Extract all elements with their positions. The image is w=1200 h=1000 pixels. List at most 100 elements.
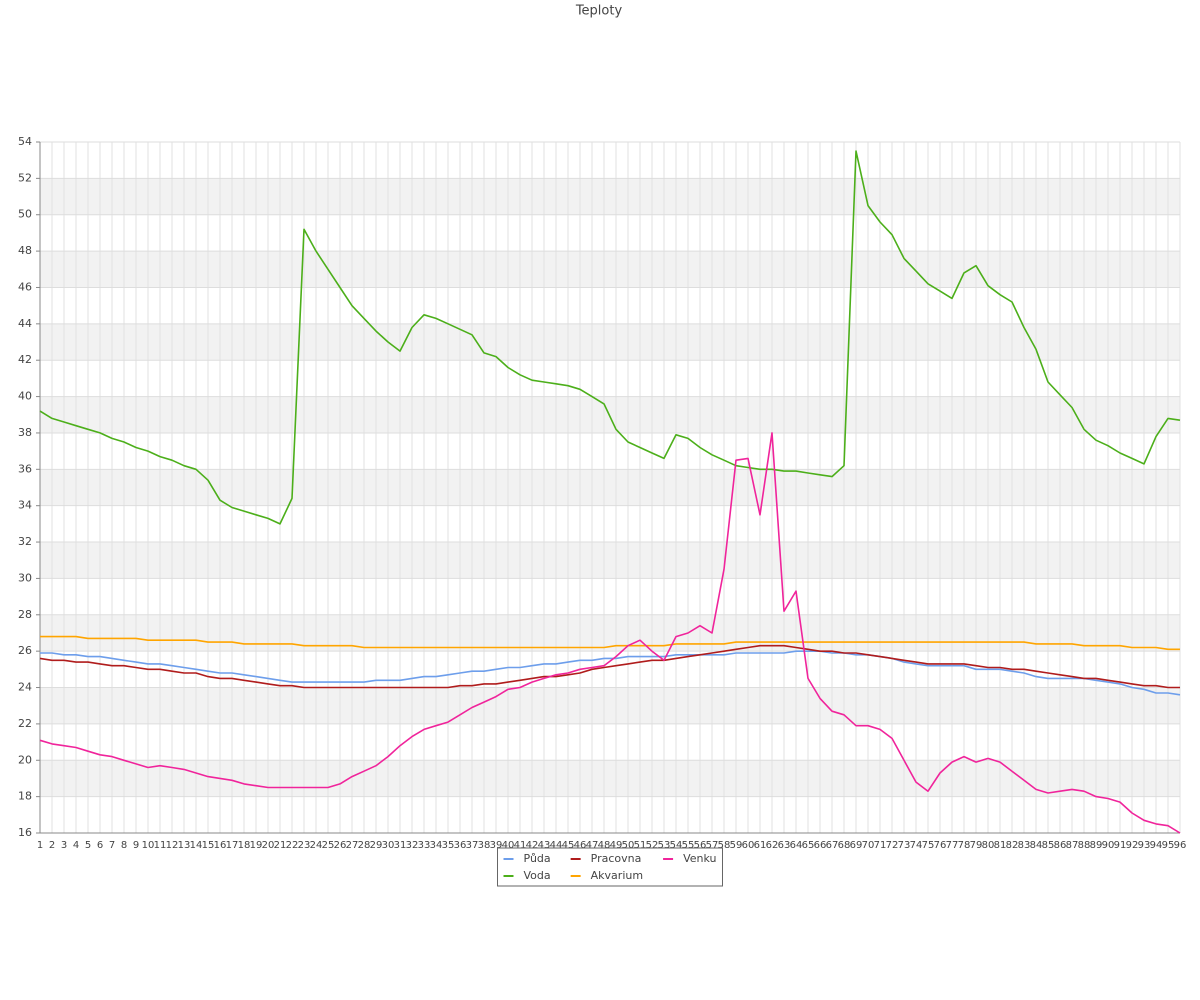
x-tick-label: 90 bbox=[1102, 840, 1115, 851]
x-tick-label: 8 bbox=[121, 840, 127, 851]
x-tick-label: 43 bbox=[538, 840, 551, 851]
y-tick-label: 28 bbox=[18, 608, 32, 621]
x-tick-label: 13 bbox=[178, 840, 191, 851]
legend-label: Pracovna bbox=[591, 852, 642, 865]
x-tick-label: 5 bbox=[85, 840, 91, 851]
x-tick-label: 57 bbox=[706, 840, 719, 851]
legend-label: Venku bbox=[683, 852, 716, 865]
x-tick-label: 6 bbox=[97, 840, 103, 851]
x-tick-label: 52 bbox=[646, 840, 659, 851]
x-tick-label: 32 bbox=[406, 840, 419, 851]
x-tick-label: 49 bbox=[610, 840, 623, 851]
x-tick-label: 14 bbox=[190, 840, 203, 851]
y-tick-label: 50 bbox=[18, 208, 32, 221]
x-tick-label: 40 bbox=[502, 840, 515, 851]
grid-band bbox=[40, 542, 1180, 579]
x-tick-label: 77 bbox=[946, 840, 959, 851]
x-tick-label: 42 bbox=[526, 840, 539, 851]
x-tick-label: 4 bbox=[73, 840, 79, 851]
y-tick-label: 26 bbox=[18, 644, 32, 657]
x-tick-label: 37 bbox=[466, 840, 479, 851]
x-tick-label: 58 bbox=[718, 840, 731, 851]
x-tick-label: 95 bbox=[1162, 840, 1175, 851]
y-tick-label: 16 bbox=[18, 826, 32, 839]
x-tick-label: 51 bbox=[634, 840, 647, 851]
x-tick-label: 86 bbox=[1054, 840, 1067, 851]
x-tick-label: 44 bbox=[550, 840, 563, 851]
grid-band bbox=[40, 251, 1180, 288]
x-tick-label: 67 bbox=[826, 840, 839, 851]
y-tick-label: 48 bbox=[18, 244, 32, 257]
y-tick-label: 54 bbox=[18, 135, 32, 148]
y-tick-label: 52 bbox=[18, 171, 32, 184]
x-tick-label: 66 bbox=[814, 840, 827, 851]
legend-label: Půda bbox=[524, 852, 551, 865]
series-line bbox=[39, 150, 1181, 525]
series-line bbox=[40, 650, 1181, 696]
legend-item: Pracovna bbox=[570, 852, 642, 865]
y-tick-label: 46 bbox=[18, 280, 32, 293]
x-tick-label: 25 bbox=[322, 840, 335, 851]
x-tick-label: 62 bbox=[766, 840, 779, 851]
x-tick-label: 12 bbox=[166, 840, 179, 851]
y-tick-label: 38 bbox=[18, 426, 32, 439]
x-tick-label: 46 bbox=[574, 840, 587, 851]
legend-label: Akvarium bbox=[591, 869, 643, 882]
x-tick-label: 53 bbox=[658, 840, 671, 851]
x-tick-label: 60 bbox=[742, 840, 755, 851]
x-tick-label: 82 bbox=[1006, 840, 1019, 851]
x-tick-label: 45 bbox=[562, 840, 575, 851]
x-tick-label: 68 bbox=[838, 840, 851, 851]
x-tick-label: 27 bbox=[346, 840, 359, 851]
x-tick-label: 3 bbox=[61, 840, 67, 851]
x-tick-label: 39 bbox=[490, 840, 503, 851]
x-tick-label: 93 bbox=[1138, 840, 1151, 851]
x-tick-label: 70 bbox=[862, 840, 875, 851]
y-tick-label: 20 bbox=[18, 753, 32, 766]
legend-item: Půda bbox=[503, 852, 551, 865]
x-tick-label: 41 bbox=[514, 840, 527, 851]
series-line bbox=[40, 635, 1180, 651]
y-tick-label: 18 bbox=[18, 790, 32, 803]
x-tick-label: 29 bbox=[370, 840, 383, 851]
x-tick-label: 24 bbox=[310, 840, 323, 851]
x-tick-label: 64 bbox=[790, 840, 803, 851]
x-tick-label: 38 bbox=[478, 840, 491, 851]
x-tick-label: 16 bbox=[214, 840, 227, 851]
x-tick-label: 94 bbox=[1150, 840, 1163, 851]
x-tick-label: 15 bbox=[202, 840, 215, 851]
grid-band bbox=[40, 614, 1180, 652]
legend-label: Voda bbox=[524, 869, 551, 882]
grid-band bbox=[40, 178, 1180, 215]
x-tick-label: 22 bbox=[286, 840, 299, 851]
x-tick-label: 91 bbox=[1114, 840, 1127, 851]
x-tick-label: 28 bbox=[358, 840, 371, 851]
x-tick-label: 30 bbox=[382, 840, 395, 851]
x-tick-label: 74 bbox=[910, 840, 923, 851]
x-tick-label: 81 bbox=[994, 840, 1007, 851]
legend-item: Venku bbox=[663, 852, 716, 865]
legend-item: Akvarium bbox=[570, 869, 643, 882]
x-tick-label: 89 bbox=[1090, 840, 1103, 851]
x-tick-label: 56 bbox=[694, 840, 707, 851]
x-tick-label: 11 bbox=[154, 840, 167, 851]
x-tick-label: 59 bbox=[730, 840, 743, 851]
x-tick-label: 36 bbox=[454, 840, 467, 851]
x-tick-label: 69 bbox=[850, 840, 863, 851]
x-tick-label: 83 bbox=[1018, 840, 1031, 851]
x-tick-label: 65 bbox=[802, 840, 815, 851]
series-line bbox=[39, 644, 1180, 689]
x-tick-label: 9 bbox=[133, 840, 139, 851]
x-tick-label: 1 bbox=[37, 840, 43, 851]
x-tick-label: 80 bbox=[982, 840, 995, 851]
y-tick-label: 22 bbox=[18, 717, 32, 730]
y-tick-label: 24 bbox=[18, 681, 32, 694]
x-tick-label: 76 bbox=[934, 840, 947, 851]
x-tick-label: 7 bbox=[109, 840, 115, 851]
grid-band bbox=[40, 323, 1180, 361]
x-tick-label: 35 bbox=[442, 840, 455, 851]
x-tick-label: 19 bbox=[250, 840, 263, 851]
grid bbox=[39, 141, 1181, 834]
grid-band bbox=[40, 687, 1180, 724]
